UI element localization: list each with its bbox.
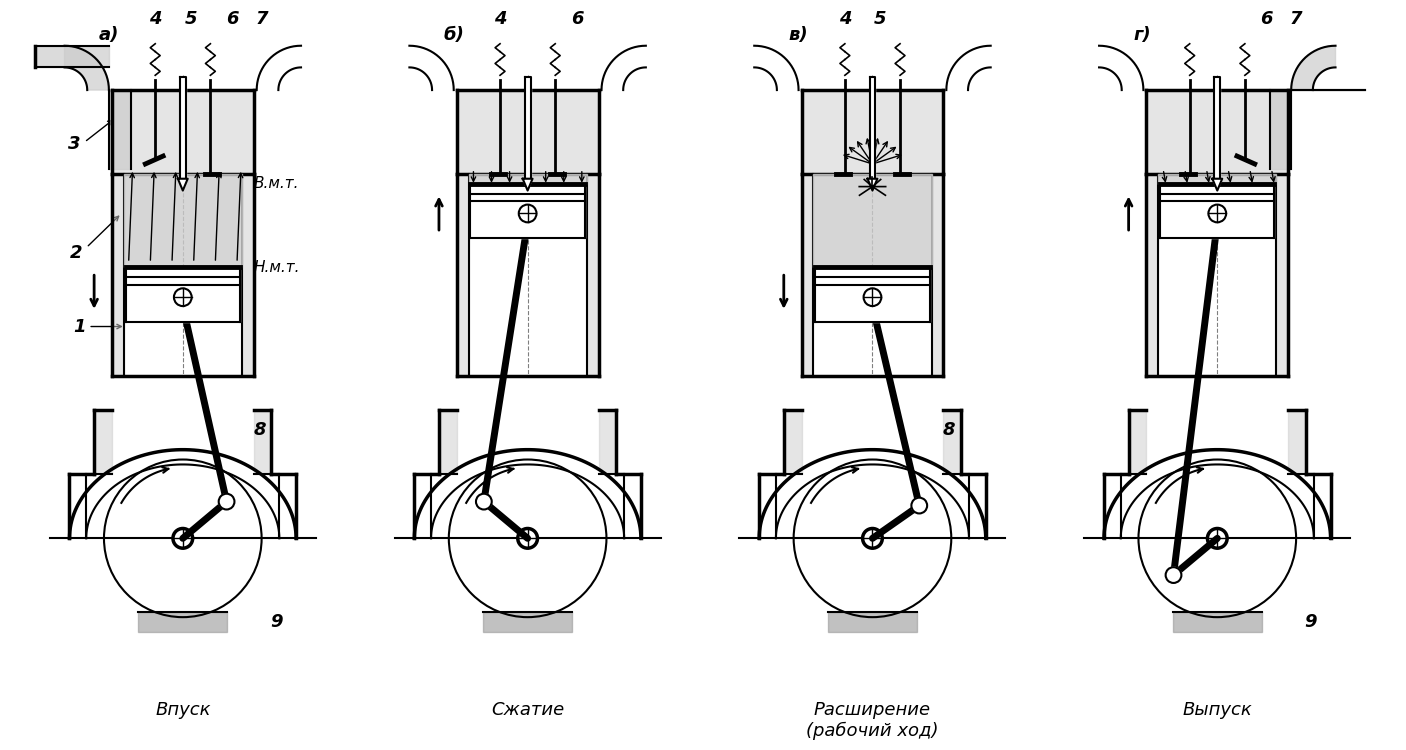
Text: 6: 6 xyxy=(571,10,583,28)
Text: 2: 2 xyxy=(70,244,83,262)
Polygon shape xyxy=(602,46,645,90)
Text: б): б) xyxy=(444,26,465,44)
Polygon shape xyxy=(754,46,799,90)
Text: 4: 4 xyxy=(149,10,162,28)
Text: 8: 8 xyxy=(943,421,956,439)
Text: 6: 6 xyxy=(1260,10,1272,28)
Polygon shape xyxy=(1146,174,1159,376)
Polygon shape xyxy=(471,184,585,238)
Polygon shape xyxy=(65,46,108,90)
Polygon shape xyxy=(94,410,112,474)
Polygon shape xyxy=(783,410,801,474)
Polygon shape xyxy=(946,46,991,90)
Polygon shape xyxy=(112,174,124,376)
Polygon shape xyxy=(815,268,929,322)
Text: 7: 7 xyxy=(1289,10,1302,28)
Polygon shape xyxy=(868,178,877,190)
Circle shape xyxy=(1208,205,1226,222)
Polygon shape xyxy=(943,410,962,474)
Polygon shape xyxy=(1212,178,1222,190)
Text: 3: 3 xyxy=(67,135,80,153)
Text: 4: 4 xyxy=(838,10,851,28)
Polygon shape xyxy=(242,174,253,376)
Text: Впуск: Впуск xyxy=(155,701,211,719)
Text: 9: 9 xyxy=(270,613,283,631)
Polygon shape xyxy=(801,174,813,376)
Polygon shape xyxy=(108,90,131,169)
Circle shape xyxy=(173,529,193,548)
Polygon shape xyxy=(35,46,108,68)
Circle shape xyxy=(911,498,927,514)
Polygon shape xyxy=(180,77,186,178)
Circle shape xyxy=(174,288,191,306)
Polygon shape xyxy=(1288,410,1306,474)
Polygon shape xyxy=(138,612,228,632)
Text: Сжатие: Сжатие xyxy=(491,701,564,719)
Polygon shape xyxy=(409,46,454,90)
Polygon shape xyxy=(125,268,240,322)
Polygon shape xyxy=(599,410,616,474)
Polygon shape xyxy=(1270,90,1291,169)
Polygon shape xyxy=(932,174,943,376)
Polygon shape xyxy=(828,612,917,632)
Polygon shape xyxy=(1173,612,1261,632)
Text: г): г) xyxy=(1133,26,1152,44)
Text: 1: 1 xyxy=(73,317,86,335)
Polygon shape xyxy=(179,178,188,190)
Text: 4: 4 xyxy=(494,10,506,28)
Polygon shape xyxy=(813,174,932,268)
Circle shape xyxy=(517,529,537,548)
Polygon shape xyxy=(1129,410,1146,474)
Polygon shape xyxy=(439,410,457,474)
Polygon shape xyxy=(457,90,599,174)
Text: Выпуск: Выпуск xyxy=(1182,701,1253,719)
Polygon shape xyxy=(468,174,586,184)
Polygon shape xyxy=(1099,46,1143,90)
Circle shape xyxy=(477,494,492,509)
Circle shape xyxy=(219,494,235,509)
Text: а): а) xyxy=(98,26,120,44)
Polygon shape xyxy=(1159,174,1277,184)
Polygon shape xyxy=(457,174,468,376)
Text: В.м.т.: В.м.т. xyxy=(253,176,299,191)
Text: в): в) xyxy=(789,26,808,44)
Circle shape xyxy=(1166,567,1181,583)
Polygon shape xyxy=(124,174,242,268)
Polygon shape xyxy=(253,410,271,474)
Polygon shape xyxy=(1215,77,1220,178)
Text: 9: 9 xyxy=(1305,613,1317,631)
Text: Расширение
(рабочий ход): Расширение (рабочий ход) xyxy=(806,701,939,740)
Polygon shape xyxy=(1160,184,1274,238)
Polygon shape xyxy=(1277,174,1288,376)
Text: 5: 5 xyxy=(184,10,197,28)
Polygon shape xyxy=(523,178,533,190)
Polygon shape xyxy=(112,90,253,174)
Polygon shape xyxy=(524,77,530,178)
Polygon shape xyxy=(869,77,876,178)
Polygon shape xyxy=(1291,46,1336,90)
Polygon shape xyxy=(484,612,572,632)
Polygon shape xyxy=(801,90,943,174)
Text: 5: 5 xyxy=(875,10,887,28)
Text: Н.м.т.: Н.м.т. xyxy=(253,260,301,275)
Polygon shape xyxy=(1146,90,1288,174)
Polygon shape xyxy=(257,46,301,90)
Circle shape xyxy=(863,288,882,306)
Polygon shape xyxy=(586,174,599,376)
Circle shape xyxy=(863,529,883,548)
Circle shape xyxy=(1208,529,1227,548)
Text: 7: 7 xyxy=(256,10,269,28)
Text: 6: 6 xyxy=(226,10,238,28)
Text: 8: 8 xyxy=(253,421,266,439)
Circle shape xyxy=(519,205,537,222)
